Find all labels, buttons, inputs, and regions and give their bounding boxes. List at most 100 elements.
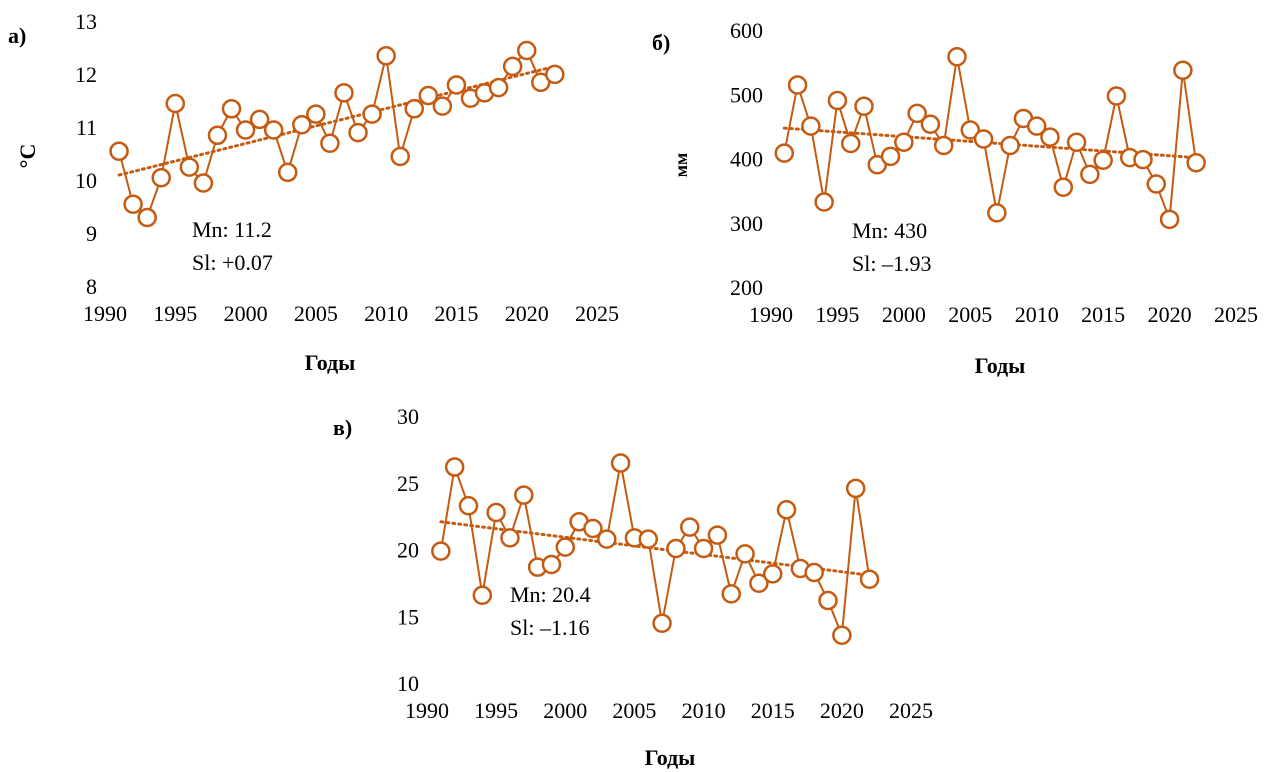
y-tick-label: 200 xyxy=(730,275,763,300)
data-point xyxy=(109,141,129,161)
data-line xyxy=(118,48,556,220)
data-point xyxy=(444,457,465,477)
data-point xyxy=(306,104,326,124)
data-point xyxy=(907,103,927,124)
x-tick-label: 1990 xyxy=(749,302,793,327)
annotation: Sl: –1.93 xyxy=(852,251,931,276)
annotation: Sl: +0.07 xyxy=(192,250,273,275)
data-point xyxy=(1133,149,1153,170)
x-tick-label: 2010 xyxy=(682,698,726,723)
annotation: Mn: 430 xyxy=(852,218,927,243)
data-point xyxy=(1186,153,1206,173)
data-point xyxy=(320,133,340,153)
data-point xyxy=(610,453,631,473)
data-point xyxy=(541,554,562,575)
annotation: Sl: –1.16 xyxy=(510,615,589,640)
data-point xyxy=(123,194,143,214)
data-point xyxy=(249,109,270,130)
data-point xyxy=(840,133,861,154)
data-point xyxy=(1040,127,1060,147)
data-point xyxy=(404,99,425,119)
data-point xyxy=(432,96,453,116)
y-tick-label: 12 xyxy=(75,62,97,87)
x-tick-label: 2025 xyxy=(575,301,619,326)
y-tick-label: 15 xyxy=(397,604,419,629)
data-point xyxy=(832,625,852,646)
y-tick-label: 600 xyxy=(730,18,763,43)
data-point xyxy=(179,157,200,177)
data-point xyxy=(193,173,214,193)
x-tick-label: 2015 xyxy=(751,698,795,723)
data-point xyxy=(679,517,700,537)
data-point xyxy=(827,90,848,111)
x-tick-label: 1995 xyxy=(153,301,197,326)
data-point xyxy=(472,585,493,605)
data-point xyxy=(854,96,874,116)
y-tick-label: 400 xyxy=(730,147,763,172)
x-tick-label: 2010 xyxy=(364,301,408,326)
x-tick-label: 2025 xyxy=(1214,302,1258,327)
data-point xyxy=(583,518,603,539)
data-point xyxy=(514,485,534,505)
data-point xyxy=(787,75,808,95)
data-point xyxy=(652,613,672,634)
x-tick-label: 2005 xyxy=(612,698,656,723)
data-point xyxy=(960,120,981,140)
y-tick-label: 25 xyxy=(397,471,419,496)
x-tick-label: 2015 xyxy=(434,301,478,326)
data-point xyxy=(1053,177,1074,197)
data-point xyxy=(446,75,467,95)
data-point xyxy=(987,203,1007,223)
x-axis-label: Годы xyxy=(305,350,356,375)
y-axis-label: °C xyxy=(15,144,40,169)
x-axis-label: Годы xyxy=(645,745,696,770)
data-point xyxy=(502,56,523,77)
annotation: Mn: 11.2 xyxy=(192,217,272,242)
data-point xyxy=(165,93,186,114)
y-tick-label: 11 xyxy=(76,115,97,140)
data-point xyxy=(500,528,520,548)
data-point xyxy=(545,64,565,85)
data-point xyxy=(801,116,821,136)
data-point xyxy=(221,99,242,119)
data-point xyxy=(137,207,157,228)
x-tick-label: 2015 xyxy=(1081,302,1125,327)
panel-label: б) xyxy=(652,30,670,55)
data-point xyxy=(555,537,576,557)
data-point xyxy=(814,192,834,212)
data-point xyxy=(516,40,537,61)
x-tick-label: 2010 xyxy=(1015,302,1059,327)
data-point xyxy=(735,544,755,564)
data-point xyxy=(774,143,795,163)
data-point xyxy=(488,77,509,98)
y-tick-label: 10 xyxy=(75,168,97,193)
data-point xyxy=(1159,209,1180,230)
data-point xyxy=(638,529,659,549)
data-point xyxy=(947,47,967,67)
data-point xyxy=(776,500,797,520)
data-point xyxy=(1066,132,1087,152)
data-point xyxy=(804,562,824,583)
y-axis-label: мм xyxy=(671,153,691,178)
y-tick-label: 13 xyxy=(75,9,97,34)
x-tick-label: 1990 xyxy=(405,698,449,723)
y-tick-label: 300 xyxy=(730,211,763,236)
y-tick-label: 500 xyxy=(730,82,763,107)
data-point xyxy=(235,120,256,140)
data-point xyxy=(362,104,382,124)
data-point xyxy=(292,114,312,135)
subplot: 200 300 400 500 600 1990 1995 2000 2005 2010 2015 2… xyxy=(652,18,1258,378)
data-point xyxy=(1106,86,1127,106)
y-tick-label: 30 xyxy=(397,404,419,429)
annotation: Mn: 20.4 xyxy=(510,582,591,607)
y-tick-label: 9 xyxy=(86,221,97,246)
x-axis-label: Годы xyxy=(975,353,1026,378)
data-point xyxy=(920,114,941,134)
y-tick-label: 10 xyxy=(397,671,419,696)
x-tick-label: 2000 xyxy=(224,301,268,326)
data-point xyxy=(418,85,439,106)
data-point xyxy=(1093,150,1113,170)
data-point xyxy=(597,529,617,549)
x-tick-label: 2000 xyxy=(543,698,587,723)
subplot: 8 9 10 11 12 13 1990 1995 2000 2005 2010 2015 2020 20… xyxy=(8,9,619,375)
